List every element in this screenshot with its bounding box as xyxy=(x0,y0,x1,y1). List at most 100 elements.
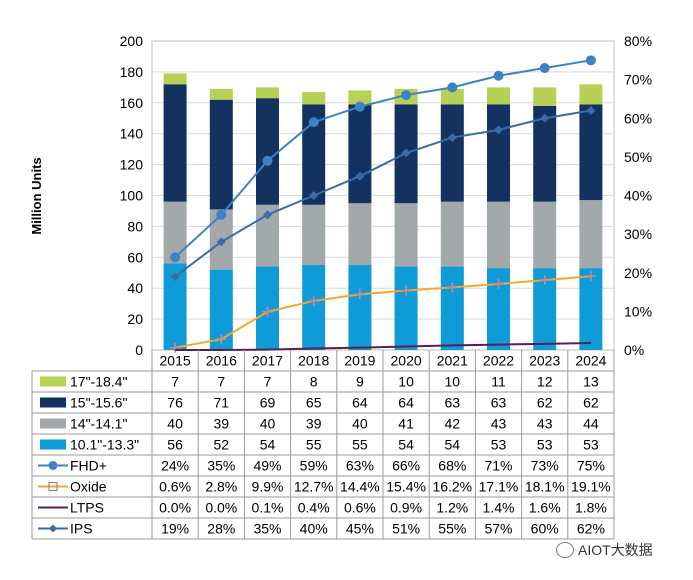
bar-segment xyxy=(579,268,603,350)
table-cell: 53 xyxy=(491,437,507,453)
table-cell: 19% xyxy=(161,521,189,537)
line-point xyxy=(585,55,596,66)
legend-label: 10.1"-13.3" xyxy=(70,437,139,453)
y-tick-label: 60 xyxy=(127,249,143,265)
table-cell: 19.1% xyxy=(571,479,611,495)
legend-swatch xyxy=(40,397,66,408)
bar-segment xyxy=(348,265,372,350)
bar-segment xyxy=(487,104,510,202)
x-tick-label: 2020 xyxy=(391,353,422,369)
table-cell: 10 xyxy=(398,374,414,390)
bar-segment xyxy=(209,88,233,100)
bar-segment xyxy=(440,266,464,350)
table-cell: 18.1% xyxy=(525,479,565,495)
y2-tick-label: 20% xyxy=(624,265,652,281)
line-point xyxy=(539,63,550,74)
y-tick-label: 100 xyxy=(120,188,144,204)
table-cell: 39 xyxy=(306,416,322,432)
bar-segment xyxy=(163,263,187,350)
table-cell: 7 xyxy=(171,374,179,390)
table-cell: 14.4% xyxy=(340,479,380,495)
legend-swatch xyxy=(40,418,66,429)
table-cell: 62% xyxy=(577,521,605,537)
table-cell: 16.2% xyxy=(432,479,472,495)
line-point xyxy=(401,285,412,296)
table-cell: 63% xyxy=(346,458,374,474)
x-tick-label: 2022 xyxy=(483,353,514,369)
legend-label: Oxide xyxy=(70,479,107,495)
table-cell: 56 xyxy=(167,437,183,453)
table-cell: 45% xyxy=(346,521,374,537)
table-cell: 40 xyxy=(352,416,368,432)
bar-segment xyxy=(533,87,557,106)
bar-segment xyxy=(348,203,372,266)
bar-segment xyxy=(348,104,372,204)
table-cell: 1.8% xyxy=(575,500,607,516)
table-cell: 76 xyxy=(167,395,183,411)
line-point xyxy=(170,252,181,263)
bar-segment xyxy=(209,99,233,210)
y2-tick-label: 10% xyxy=(624,303,652,319)
table-cell: 11 xyxy=(491,374,506,390)
table-cell: 12 xyxy=(537,374,553,390)
table-cell: 43 xyxy=(537,416,553,432)
bar-segment xyxy=(487,201,510,269)
line-point xyxy=(540,113,550,123)
bar-segment xyxy=(579,200,603,269)
watermark-text: AIOT大数据 xyxy=(578,542,653,558)
bar-segment xyxy=(163,201,187,264)
y2-tick-label: 80% xyxy=(624,33,652,49)
table-cell: 8 xyxy=(310,374,318,390)
line-point xyxy=(263,210,272,220)
table-cell: 60% xyxy=(531,521,559,537)
line-point xyxy=(447,82,458,93)
table-cell: 71% xyxy=(484,458,512,474)
x-tick-label: 2015 xyxy=(160,353,191,369)
table-cell: 53 xyxy=(537,437,553,453)
bar-segment xyxy=(394,203,418,267)
table-cell: 64 xyxy=(398,395,414,411)
bar-segment xyxy=(487,87,510,105)
x-tick-label: 2017 xyxy=(252,353,283,369)
table-cell: 65 xyxy=(306,395,322,411)
x-tick-label: 2021 xyxy=(437,353,468,369)
bar-segment xyxy=(394,266,418,350)
table-cell: 55 xyxy=(352,437,368,453)
watermark: AIOT大数据 xyxy=(556,540,653,560)
line-point xyxy=(309,191,319,200)
series-line xyxy=(174,109,592,278)
bar-segment xyxy=(533,201,557,269)
table-cell: 55% xyxy=(438,521,466,537)
table-cell: 13 xyxy=(583,374,599,390)
table-cell: 35% xyxy=(207,458,235,474)
table-cell: 63 xyxy=(445,395,461,411)
legend-marker xyxy=(48,461,58,470)
series-line xyxy=(174,275,591,349)
table-cell: 57% xyxy=(484,521,512,537)
table-cell: 0.0% xyxy=(159,500,191,516)
x-tick-label: 2023 xyxy=(529,353,560,369)
y2-tick-label: 0% xyxy=(624,342,644,358)
series-line xyxy=(174,59,592,259)
table-cell: 24% xyxy=(161,458,189,474)
x-tick-label: 2018 xyxy=(298,353,329,369)
table-cell: 40 xyxy=(167,416,183,432)
y2-tick-label: 60% xyxy=(624,110,652,126)
table-cell: 42 xyxy=(445,416,461,432)
table-cell: 40% xyxy=(300,521,328,537)
table-cell: 1.2% xyxy=(436,500,468,516)
legend-label: 14"-14.1" xyxy=(70,416,127,432)
y-tick-label: 200 xyxy=(120,33,144,49)
table-cell: 0.9% xyxy=(390,500,422,516)
y2-tick-label: 50% xyxy=(624,149,652,165)
table-cell: 73% xyxy=(531,458,559,474)
table-cell: 54 xyxy=(445,437,461,453)
line-point xyxy=(354,289,365,300)
y2-tick-label: 70% xyxy=(624,72,652,88)
y2-tick-label: 30% xyxy=(624,226,652,242)
line-point xyxy=(170,342,181,353)
table-cell: 1.6% xyxy=(529,500,561,516)
bar-segment xyxy=(256,87,279,99)
x-tick-label: 2024 xyxy=(575,353,606,369)
